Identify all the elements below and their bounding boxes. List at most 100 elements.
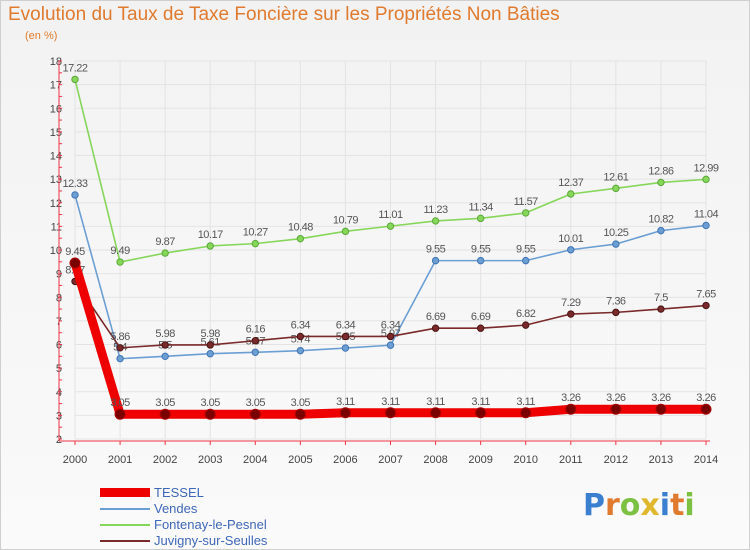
series-layer: 17.22 9.49 9.87 10.17 10.27 10.48 10.79 11.01 11… xyxy=(62,62,719,420)
data-label: 3.11 xyxy=(381,396,400,408)
data-point xyxy=(567,190,575,198)
x-tick-label: 2014 xyxy=(694,454,718,466)
series-fontenay-le-pesnel: 17.22 9.49 9.87 10.17 10.27 10.48 10.79 11.01 11… xyxy=(62,62,719,266)
data-point xyxy=(431,324,440,332)
data-label: 9.55 xyxy=(516,244,536,256)
data-label: 3.05 xyxy=(155,397,175,409)
data-label: 7.36 xyxy=(606,295,626,307)
data-label: 11.34 xyxy=(469,201,494,213)
data-label: 6.82 xyxy=(516,308,536,320)
y-tick-label: 10 xyxy=(50,245,62,257)
data-point xyxy=(249,408,261,420)
y-tick-label: 17 xyxy=(50,80,62,92)
y-tick-label: 14 xyxy=(50,151,62,163)
data-point xyxy=(71,75,79,84)
logo-letter: x xyxy=(640,488,660,523)
data-point xyxy=(159,408,171,420)
x-tick-label: 2013 xyxy=(649,454,673,466)
x-tick-label: 2003 xyxy=(198,454,222,466)
data-point xyxy=(655,403,667,415)
data-label: 12.37 xyxy=(558,177,583,189)
data-point xyxy=(341,344,350,352)
data-label: 3.26 xyxy=(606,392,626,404)
data-point xyxy=(475,407,487,419)
logo-letter: i xyxy=(659,488,671,523)
data-point xyxy=(657,305,665,313)
data-point xyxy=(657,226,665,235)
data-label: 5.98 xyxy=(155,328,175,340)
legend-label: Juvigny-sur-Seulles xyxy=(154,533,268,548)
data-label: 10.48 xyxy=(288,222,313,234)
x-tick-label: 2004 xyxy=(243,454,267,466)
x-tick-label: 2011 xyxy=(559,454,583,466)
data-label: 12.33 xyxy=(62,178,87,190)
unit-label: (en %) xyxy=(25,30,58,42)
data-point xyxy=(522,209,530,217)
data-label: 6.69 xyxy=(426,311,446,323)
data-point xyxy=(610,403,622,415)
legend-swatch xyxy=(100,540,150,542)
data-point xyxy=(657,178,665,187)
x-tick-label: 2007 xyxy=(378,454,402,466)
data-point xyxy=(341,227,350,236)
data-point xyxy=(206,350,214,358)
data-label: 5.98 xyxy=(201,328,221,340)
data-point xyxy=(522,256,530,265)
x-tick-label: 2010 xyxy=(513,454,537,466)
legend-swatch xyxy=(100,488,150,497)
data-label: 3.11 xyxy=(471,396,490,408)
data-point xyxy=(700,403,712,415)
data-point xyxy=(296,346,305,355)
data-point xyxy=(294,408,306,420)
data-point xyxy=(612,184,620,193)
data-point xyxy=(430,407,442,419)
data-label: 11.04 xyxy=(694,208,719,220)
data-label: 10.25 xyxy=(603,227,628,239)
legend-label: TESSEL xyxy=(154,485,204,500)
legend-swatch xyxy=(100,524,150,526)
data-label: 9.45 xyxy=(65,246,85,258)
data-point xyxy=(161,352,169,361)
data-point xyxy=(296,332,305,341)
data-label: 11.01 xyxy=(378,209,403,221)
logo-letter: r xyxy=(605,488,620,523)
data-label: 6.69 xyxy=(471,311,491,323)
data-label: 3.11 xyxy=(336,396,355,408)
x-tick-label: 2005 xyxy=(288,454,312,466)
data-label: 6.34 xyxy=(291,319,311,331)
data-point xyxy=(206,242,214,250)
y-tick-label: 11 xyxy=(51,221,62,233)
data-point xyxy=(114,408,126,420)
data-point xyxy=(161,249,169,257)
data-label: 10.27 xyxy=(243,227,268,239)
data-point xyxy=(476,256,485,265)
data-point xyxy=(251,348,259,356)
data-point xyxy=(204,408,216,420)
data-point xyxy=(702,221,710,230)
x-tick-label: 2000 xyxy=(63,454,87,466)
data-label: 12.99 xyxy=(693,162,718,174)
data-label: 9.55 xyxy=(471,244,491,256)
data-point xyxy=(71,191,79,199)
proxiti-logo: Proxiti xyxy=(583,488,695,523)
data-label: 3.26 xyxy=(696,392,716,404)
data-point xyxy=(296,234,305,243)
data-label: 3.05 xyxy=(246,397,266,409)
data-label: 3.11 xyxy=(516,396,535,408)
data-label: 17.22 xyxy=(62,62,87,74)
data-label: 7.65 xyxy=(696,289,716,301)
x-tick-label: 2006 xyxy=(333,454,357,466)
data-label: 11.23 xyxy=(423,204,448,216)
data-point xyxy=(431,256,440,265)
data-point xyxy=(522,321,530,329)
data-label: 9.49 xyxy=(110,245,130,257)
x-tick-label: 2009 xyxy=(468,454,492,466)
data-label: 3.05 xyxy=(291,397,311,409)
data-point xyxy=(116,344,124,352)
x-tick-label: 2002 xyxy=(153,454,177,466)
data-label: 10.01 xyxy=(558,233,583,245)
data-label: 3.11 xyxy=(426,396,445,408)
data-point xyxy=(476,214,485,223)
